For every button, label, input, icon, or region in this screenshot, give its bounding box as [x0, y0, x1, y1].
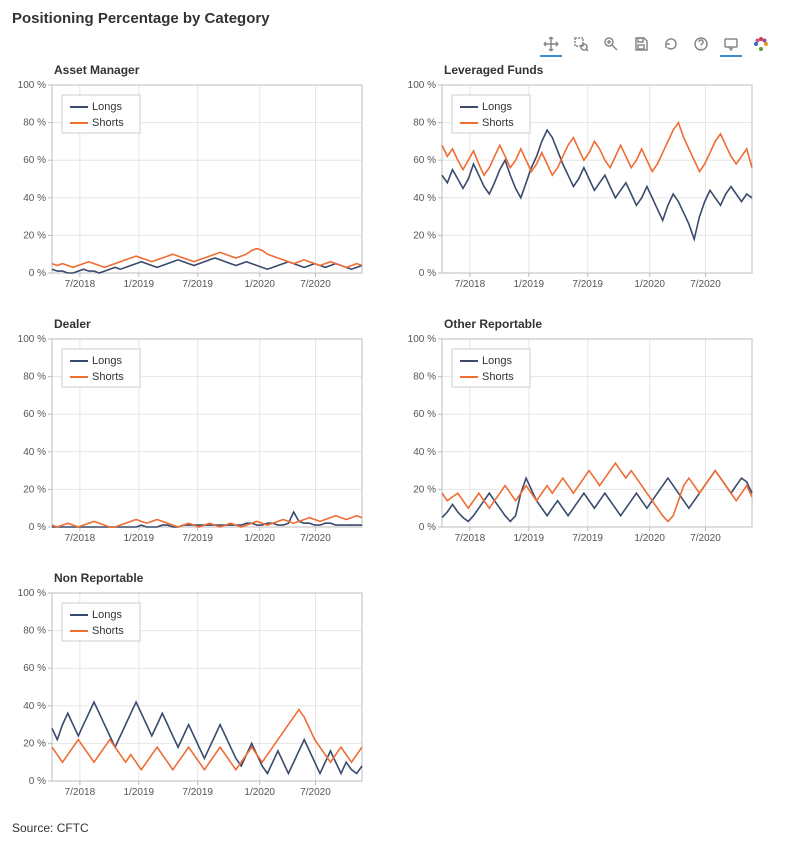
svg-text:0 %: 0 %: [29, 268, 46, 279]
legend-label-shorts: Shorts: [482, 117, 514, 129]
page-title: Positioning Percentage by Category: [12, 10, 776, 27]
svg-text:40 %: 40 %: [23, 447, 46, 458]
legend-label-shorts: Shorts: [482, 371, 514, 383]
svg-text:7/2018: 7/2018: [65, 787, 96, 798]
svg-text:40 %: 40 %: [413, 447, 436, 458]
line-chart[interactable]: 0 % 20 % 40 % 60 % 80 % 100 % 7/2018 1/2019 7/20…: [402, 77, 762, 307]
svg-text:7/2019: 7/2019: [182, 533, 213, 544]
svg-text:100 %: 100 %: [18, 588, 46, 599]
svg-text:0 %: 0 %: [419, 522, 436, 533]
box-zoom-icon[interactable]: [570, 33, 592, 57]
legend-label-shorts: Shorts: [92, 117, 124, 129]
svg-text:7/2020: 7/2020: [690, 533, 721, 544]
toolbar: [12, 33, 776, 57]
svg-text:1/2020: 1/2020: [244, 787, 275, 798]
svg-text:7/2020: 7/2020: [300, 279, 331, 290]
svg-text:20 %: 20 %: [23, 484, 46, 495]
svg-text:7/2019: 7/2019: [572, 533, 603, 544]
legend-label-shorts: Shorts: [92, 625, 124, 637]
svg-text:100 %: 100 %: [408, 80, 436, 91]
svg-text:1/2019: 1/2019: [124, 279, 155, 290]
legend-label-longs: Longs: [482, 101, 512, 113]
svg-text:80 %: 80 %: [23, 372, 46, 383]
svg-text:40 %: 40 %: [413, 193, 436, 204]
svg-text:1/2020: 1/2020: [634, 279, 665, 290]
svg-text:60 %: 60 %: [23, 409, 46, 420]
svg-text:40 %: 40 %: [23, 701, 46, 712]
svg-text:1/2019: 1/2019: [124, 787, 155, 798]
svg-text:60 %: 60 %: [413, 155, 436, 166]
svg-text:1/2020: 1/2020: [244, 279, 275, 290]
chart-panel: Non Reportable 0 % 20 % 40 % 60 % 80 % 100 % 7/…: [12, 569, 386, 815]
chart-panel: Other Reportable 0 % 20 % 40 % 60 % 80 % 100 %…: [402, 315, 776, 561]
line-chart[interactable]: 0 % 20 % 40 % 60 % 80 % 100 % 7/2018 1/2019 7/20…: [402, 331, 762, 561]
svg-text:7/2019: 7/2019: [182, 279, 213, 290]
svg-text:80 %: 80 %: [23, 626, 46, 637]
svg-text:1/2019: 1/2019: [514, 533, 545, 544]
svg-text:80 %: 80 %: [413, 372, 436, 383]
line-chart[interactable]: 0 % 20 % 40 % 60 % 80 % 100 % 7/2018 1/2019 7/20…: [12, 331, 372, 561]
svg-text:7/2020: 7/2020: [690, 279, 721, 290]
legend-label-longs: Longs: [92, 609, 122, 621]
svg-text:0 %: 0 %: [419, 268, 436, 279]
legend-label-longs: Longs: [482, 355, 512, 367]
panel-title: Asset Manager: [54, 63, 386, 77]
svg-text:7/2018: 7/2018: [65, 279, 96, 290]
panel-title: Leveraged Funds: [444, 63, 776, 77]
chart-panel: Asset Manager 0 % 20 % 40 % 60 % 80 % 100 % 7/2…: [12, 61, 386, 307]
line-chart[interactable]: 0 % 20 % 40 % 60 % 80 % 100 % 7/2018 1/2019 7/20…: [12, 585, 372, 815]
legend-label-longs: Longs: [92, 101, 122, 113]
svg-text:100 %: 100 %: [408, 334, 436, 345]
help-icon[interactable]: [690, 33, 712, 57]
svg-text:100 %: 100 %: [18, 334, 46, 345]
svg-text:80 %: 80 %: [413, 118, 436, 129]
panel-title: Dealer: [54, 317, 386, 331]
legend-label-shorts: Shorts: [92, 371, 124, 383]
panel-title: Other Reportable: [444, 317, 776, 331]
svg-text:1/2020: 1/2020: [634, 533, 665, 544]
svg-text:7/2019: 7/2019: [182, 787, 213, 798]
svg-text:20 %: 20 %: [23, 230, 46, 241]
svg-text:7/2018: 7/2018: [455, 279, 486, 290]
line-chart[interactable]: 0 % 20 % 40 % 60 % 80 % 100 % 7/2018 1/2019 7/20…: [12, 77, 372, 307]
wheel-zoom-icon[interactable]: [600, 33, 622, 57]
hover-icon[interactable]: [720, 33, 742, 57]
svg-text:40 %: 40 %: [23, 193, 46, 204]
svg-text:60 %: 60 %: [413, 409, 436, 420]
reset-icon[interactable]: [660, 33, 682, 57]
svg-text:100 %: 100 %: [18, 80, 46, 91]
panel-title: Non Reportable: [54, 571, 386, 585]
svg-text:20 %: 20 %: [413, 230, 436, 241]
svg-text:0 %: 0 %: [29, 776, 46, 787]
svg-text:60 %: 60 %: [23, 155, 46, 166]
svg-text:7/2018: 7/2018: [65, 533, 96, 544]
save-icon[interactable]: [630, 33, 652, 57]
svg-text:20 %: 20 %: [413, 484, 436, 495]
svg-text:80 %: 80 %: [23, 118, 46, 129]
svg-text:0 %: 0 %: [29, 522, 46, 533]
svg-text:1/2020: 1/2020: [244, 533, 275, 544]
svg-text:7/2019: 7/2019: [572, 279, 603, 290]
svg-text:7/2020: 7/2020: [300, 533, 331, 544]
svg-text:20 %: 20 %: [23, 738, 46, 749]
source-citation: Source: CFTC: [12, 821, 776, 835]
bokeh-logo-icon[interactable]: [750, 33, 772, 57]
legend-label-longs: Longs: [92, 355, 122, 367]
pan-icon[interactable]: [540, 33, 562, 57]
chart-grid: Asset Manager 0 % 20 % 40 % 60 % 80 % 100 % 7/2…: [12, 61, 776, 815]
svg-text:7/2018: 7/2018: [455, 533, 486, 544]
svg-text:1/2019: 1/2019: [124, 533, 155, 544]
chart-panel: Dealer 0 % 20 % 40 % 60 % 80 % 100 % 7/2018 1/20…: [12, 315, 386, 561]
page-root: { "title": "Positioning Percentage by Ca…: [0, 0, 788, 843]
svg-text:1/2019: 1/2019: [514, 279, 545, 290]
svg-text:60 %: 60 %: [23, 663, 46, 674]
svg-text:7/2020: 7/2020: [300, 787, 331, 798]
chart-panel: Leveraged Funds 0 % 20 % 40 % 60 % 80 % 100 % 7…: [402, 61, 776, 307]
